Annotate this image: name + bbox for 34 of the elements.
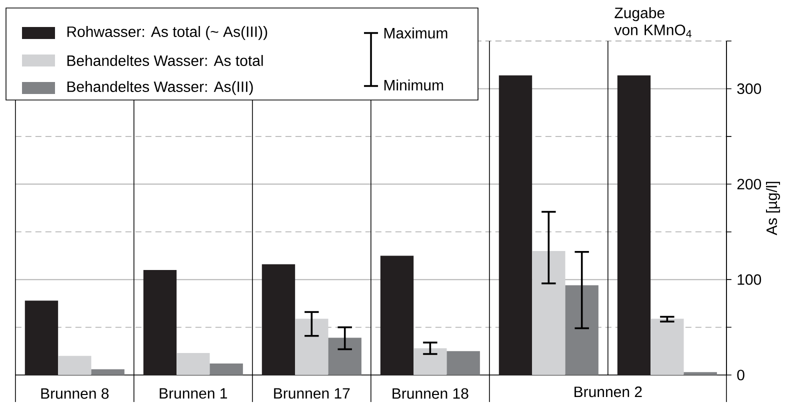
text: Brunnen 2 <box>574 386 642 398</box>
text: Zugabe von KMnO$_{4}$ <box>614 7 692 38</box>
bar <box>24 300 58 375</box>
y-tick-label: 0 <box>737 370 744 380</box>
legend-label: Rohwasser: As total (~ As(III)) <box>67 26 268 40</box>
y-tick-label: 300 <box>737 83 762 94</box>
bar <box>380 256 414 375</box>
x-tick-label: Brunnen 8 <box>41 388 109 399</box>
bar <box>143 270 177 375</box>
x-tick-label: Brunnen 1 <box>160 388 228 399</box>
annotation: Minimum <box>384 79 444 90</box>
bar <box>262 264 296 375</box>
bar <box>176 353 210 375</box>
bar <box>446 351 480 375</box>
bar <box>58 356 92 375</box>
bar <box>617 75 651 375</box>
bar <box>414 348 447 375</box>
legend-label: Behandeltes Wasser: As(III) <box>67 81 253 95</box>
bar <box>684 372 717 375</box>
x-tick-label: Brunnen 18 <box>392 388 468 399</box>
y-axis-title: As [µg/l] <box>766 182 780 236</box>
bar <box>650 318 684 375</box>
bar <box>210 364 243 375</box>
bar <box>295 318 328 375</box>
bar <box>91 369 124 375</box>
bar <box>328 338 362 375</box>
legend-label: Behandeltes Wasser: As total <box>67 54 263 66</box>
bar <box>498 75 532 375</box>
bar <box>565 285 598 375</box>
bar <box>532 250 566 375</box>
y-tick-label: 200 <box>737 178 762 190</box>
x-tick-label: Brunnen 17 <box>274 388 350 399</box>
y-tick-label: 100 <box>738 274 762 285</box>
text: Maximum <box>384 27 448 38</box>
